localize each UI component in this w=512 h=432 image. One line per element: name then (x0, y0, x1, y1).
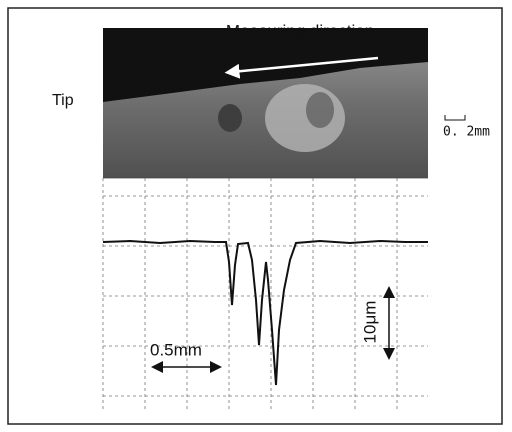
direction-label: Measuring direction (226, 21, 374, 40)
frame (7, 7, 503, 425)
profile-trace (102, 239, 428, 386)
chart-paper (102, 177, 428, 412)
photo-scale-bar (444, 115, 466, 121)
micrograph (103, 28, 428, 178)
tip-label: Tip (52, 92, 74, 109)
vertical-scale-label: 10μm (360, 301, 379, 344)
horizontal-scale-label: 0.5mm (150, 340, 202, 359)
photo-scale-label: 0. 2mm (443, 125, 490, 140)
